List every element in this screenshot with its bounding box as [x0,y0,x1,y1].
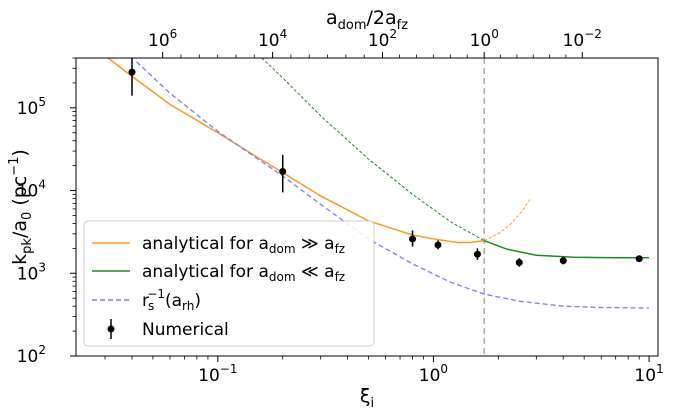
top-tick-base-1: 10 [258,31,280,51]
x-tick-base-2: 10 [634,366,656,386]
y-tick-base-3: 10 [17,99,39,119]
y-tick-base-2: 10 [17,182,39,202]
y-tick-exp-1: 3 [38,260,46,274]
x-tick-label-1: 100 [419,362,448,386]
x-tick-exp-0: −1 [220,362,238,376]
top-tick-exp-4: −2 [584,27,602,41]
x-axis-label: ξi [360,385,374,411]
y-tick-base-1: 10 [17,264,39,284]
x-tick-base-0: 10 [198,366,220,386]
legend-label-adom-gg-afz: analytical for adom ≫ afz [142,234,345,256]
data-point-0 [128,68,136,76]
y-tick-exp-0: 2 [38,343,46,357]
legend-label-numerical: Numerical [142,320,229,340]
legend-label-adom-ll-afz: analytical for adom ≪ afz [142,262,345,284]
y-tick-label-0: 102 [17,343,46,367]
series-line-3 [261,58,485,242]
top-tick-exp-1: 4 [280,27,288,41]
plot-series-group [107,58,650,356]
y-tick-base-0: 10 [17,347,39,367]
data-point-2 [409,235,417,243]
series-line-0 [107,58,485,244]
top-tick-label-4: 10−2 [563,27,602,51]
data-point-3 [434,241,442,249]
y-tick-label-2: 104 [17,178,46,202]
y-tick-exp-3: 5 [38,95,46,109]
top-tick-label-2: 102 [368,27,397,51]
data-point-7 [635,255,643,263]
plot-content [107,58,650,356]
legend-marker [107,325,115,333]
plot-frame [75,57,659,357]
x-tick-exp-1: 0 [440,362,448,376]
top-tick-base-2: 10 [368,31,390,51]
y-axis-label: kpk/a0 (pc−1) [7,149,35,265]
legend: analytical for adom ≫ afz analytical for… [83,220,375,347]
x-tick-base-1: 10 [419,366,441,386]
x-tick-exp-2: 1 [656,362,664,376]
y-tick-label-3: 105 [17,95,46,119]
top-tick-exp-0: 6 [170,27,178,41]
top-tick-label-0: 106 [148,27,177,51]
top-tick-base-0: 10 [148,31,170,51]
data-point-1 [279,167,287,175]
top-axis-label: adom/2afz [326,7,408,33]
legend-box [83,220,375,347]
top-tick-label-1: 104 [258,27,287,51]
top-tick-label-3: 100 [470,27,499,51]
data-point-5 [515,258,523,266]
legend-label-rs-arh: rs−1(arh) [142,287,201,313]
data-point-6 [559,257,567,265]
x-tick-label-0: 10−1 [198,362,237,386]
top-tick-exp-2: 2 [390,27,398,41]
x-tick-label-2: 101 [634,362,663,386]
series-line-1 [484,199,531,242]
series-line-4 [136,61,650,309]
data-point-4 [473,250,481,258]
top-tick-exp-3: 0 [491,27,499,41]
series-line-2 [483,239,650,259]
y-tick-label-1: 103 [17,260,46,284]
top-tick-base-4: 10 [563,31,585,51]
y-tick-exp-2: 4 [38,178,46,192]
top-tick-base-3: 10 [470,31,492,51]
